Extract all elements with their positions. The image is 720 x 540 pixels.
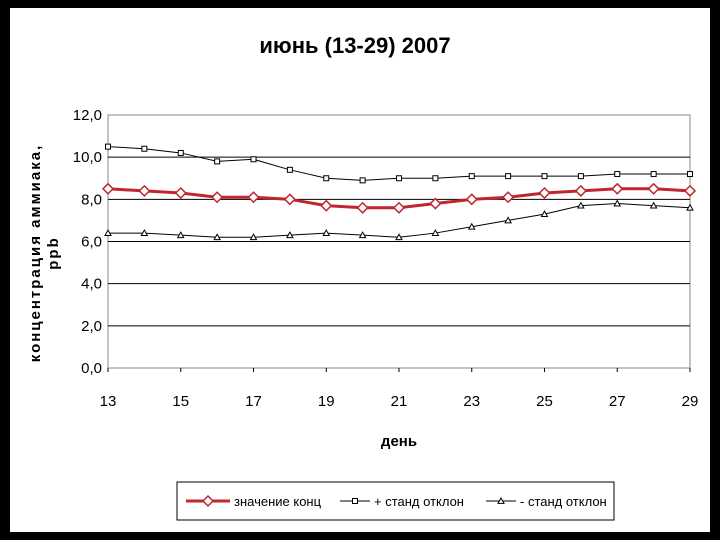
data-point <box>649 201 658 209</box>
legend-label: + станд отклон <box>374 494 464 509</box>
data-point <box>505 173 512 180</box>
legend-label: значение конц <box>234 494 322 509</box>
slide: июнь (13-29) 2007 концентрация аммиака, … <box>10 8 710 532</box>
data-point <box>687 171 693 178</box>
series-layer <box>101 143 697 241</box>
data-point <box>395 233 403 241</box>
legend-marker <box>352 498 358 504</box>
x-tick-label: 23 <box>463 393 480 410</box>
x-tick-label: 17 <box>245 393 262 410</box>
data-point <box>614 171 621 178</box>
series-1 <box>105 143 693 184</box>
data-point <box>538 186 551 200</box>
y-tick-labels: 0,0 2,0 4,0 6,0 8,0 10,0 12,0 <box>73 107 102 377</box>
data-point <box>138 184 151 197</box>
data-point <box>323 175 330 182</box>
data-point <box>465 193 478 206</box>
data-point <box>396 175 402 182</box>
data-point <box>249 233 258 241</box>
data-point <box>540 210 549 217</box>
series-2 <box>104 199 694 241</box>
x-tick-label: 15 <box>172 393 189 410</box>
data-point <box>502 191 515 204</box>
data-point <box>140 229 149 236</box>
data-point <box>468 173 475 180</box>
data-point <box>431 229 440 236</box>
data-point <box>429 197 442 210</box>
data-point <box>250 156 257 163</box>
data-point <box>214 158 221 165</box>
y-axis-title-line2: ppb <box>45 236 62 270</box>
data-point <box>541 173 548 180</box>
data-point <box>104 229 112 236</box>
data-point <box>358 231 367 239</box>
chart-title: июнь (13-29) 2007 <box>259 33 450 58</box>
data-point <box>359 177 366 184</box>
data-point <box>141 145 148 152</box>
x-tick-label: 25 <box>536 393 553 410</box>
series-0 <box>101 182 697 214</box>
data-point <box>213 233 221 241</box>
grid-lines <box>108 156 690 327</box>
legend-item-0: значение конц <box>186 494 322 509</box>
data-point <box>174 186 187 200</box>
data-point <box>356 201 369 214</box>
legend-box <box>176 481 615 521</box>
legend: значение конц + станд отклон - станд откло… <box>176 481 615 521</box>
data-point <box>101 182 115 195</box>
y-tick-label: 4,0 <box>81 276 102 293</box>
data-point <box>504 216 512 224</box>
data-point <box>283 193 296 206</box>
chart: июнь (13-29) 2007 концентрация аммиака, … <box>27 33 699 521</box>
x-tick-label: 27 <box>609 393 626 410</box>
data-point <box>611 182 624 195</box>
data-point <box>211 191 224 204</box>
data-point <box>105 143 111 150</box>
y-tick-label: 10,0 <box>73 149 102 166</box>
data-point <box>613 199 622 207</box>
y-axis-title-line1: концентрация аммиака, <box>27 144 44 362</box>
data-point <box>432 175 439 182</box>
data-point <box>320 199 333 212</box>
x-tick-label: 29 <box>682 393 699 410</box>
legend-item-1: + станд отклон <box>340 494 464 509</box>
data-point <box>686 203 694 211</box>
data-point <box>577 173 584 180</box>
y-axis-title: концентрация аммиака, ppb <box>27 144 62 362</box>
data-point <box>577 201 585 209</box>
data-point <box>247 191 260 204</box>
data-point <box>392 201 406 214</box>
legend-marker <box>497 496 505 504</box>
data-point <box>286 166 293 173</box>
data-point <box>177 149 184 156</box>
data-point <box>650 171 657 178</box>
y-tick-label: 2,0 <box>81 318 102 335</box>
x-tick-labels: 13 15 17 19 21 23 25 27 29 <box>100 368 699 410</box>
legend-label: - станд отклон <box>520 494 607 509</box>
y-tick-label: 6,0 <box>81 234 102 251</box>
legend-item-2: - станд отклон <box>486 494 607 509</box>
data-point <box>286 231 294 239</box>
x-axis-title: день <box>381 433 417 450</box>
legend-items: значение конц + станд отклон - станд откло… <box>186 494 607 509</box>
y-tick-label: 0,0 <box>81 360 102 377</box>
data-point <box>467 222 476 230</box>
legend-marker <box>201 494 215 508</box>
data-point <box>683 184 697 197</box>
data-point <box>647 182 660 195</box>
x-tick-label: 13 <box>100 393 117 410</box>
data-point <box>574 184 587 197</box>
y-tick-label: 8,0 <box>81 191 102 208</box>
x-tick-label: 19 <box>318 393 335 410</box>
y-tick-label: 12,0 <box>73 107 102 124</box>
data-point <box>322 229 331 236</box>
data-point <box>176 231 185 239</box>
x-tick-label: 21 <box>391 393 408 410</box>
